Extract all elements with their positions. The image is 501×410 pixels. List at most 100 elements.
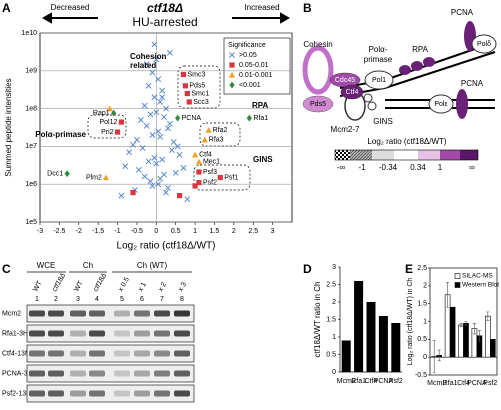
increase-arrow bbox=[232, 12, 291, 24]
legend-marker bbox=[229, 62, 235, 68]
group-annotation: related bbox=[130, 61, 156, 70]
x-tick-label: Ctf4 bbox=[457, 380, 470, 387]
diagram-label: Mcm2-7 bbox=[331, 125, 360, 134]
point bbox=[159, 87, 166, 94]
x-tick-label: 0 bbox=[154, 228, 158, 235]
blot-strip bbox=[26, 384, 195, 403]
blot-band bbox=[174, 350, 190, 357]
y-tick-label: 2 bbox=[423, 283, 427, 290]
point bbox=[217, 174, 223, 181]
blot-band bbox=[89, 370, 105, 377]
group-annotation: GINS bbox=[253, 155, 273, 164]
point bbox=[153, 56, 160, 63]
point bbox=[106, 105, 113, 112]
point bbox=[143, 61, 150, 68]
point-label: Rap1 bbox=[93, 110, 110, 117]
point bbox=[155, 76, 162, 83]
blot-band bbox=[89, 350, 105, 357]
point bbox=[130, 141, 136, 148]
point bbox=[246, 114, 252, 122]
y-tick-label: 1e10 bbox=[21, 30, 37, 37]
diagram-label: RPA bbox=[412, 45, 429, 54]
x-tick-label: Mcm2 bbox=[337, 378, 356, 385]
group-box bbox=[87, 114, 127, 139]
point bbox=[122, 163, 129, 170]
bar bbox=[366, 302, 376, 372]
blot-band bbox=[89, 390, 105, 397]
point bbox=[141, 102, 148, 109]
x-tick-label: Psf2 bbox=[389, 378, 403, 385]
blot-band bbox=[114, 390, 130, 397]
diagram-label: Polα- bbox=[369, 45, 388, 54]
point bbox=[166, 49, 173, 56]
point bbox=[149, 132, 156, 138]
y-tick-label: 1.5 bbox=[417, 301, 427, 308]
bar bbox=[489, 339, 496, 358]
point bbox=[182, 83, 188, 89]
point bbox=[175, 114, 181, 122]
x-tick-label: Mcm2 bbox=[427, 380, 446, 387]
blot-band bbox=[154, 310, 170, 317]
point bbox=[180, 71, 187, 78]
panel-letter: D bbox=[303, 262, 312, 276]
lane-number: 6 bbox=[140, 296, 144, 303]
point-label: Scc3 bbox=[193, 99, 209, 106]
lane-label: ctf18Δ bbox=[92, 272, 108, 293]
y-tick-label: -0.5 bbox=[415, 372, 427, 379]
point bbox=[102, 174, 110, 181]
bar bbox=[449, 306, 456, 358]
point bbox=[205, 126, 212, 133]
chart-subtitle: HU-arrested bbox=[132, 15, 197, 29]
scale-label: ∞ bbox=[469, 163, 475, 172]
legend-box bbox=[223, 37, 291, 95]
chart-title: ctf18Δ bbox=[147, 1, 183, 15]
legend-marker bbox=[229, 81, 235, 89]
blot-band bbox=[48, 370, 64, 377]
point bbox=[174, 143, 181, 150]
lane-number: 2 bbox=[54, 296, 58, 303]
diagram-label: Polε bbox=[434, 101, 447, 108]
y-axis-label: Summed peptide intensities bbox=[4, 78, 13, 176]
lane-label: x 0.5 bbox=[117, 276, 131, 293]
bar bbox=[341, 340, 351, 372]
y-tick-label: 0 bbox=[423, 354, 427, 361]
x-tick-label: -0.5 bbox=[131, 228, 143, 235]
blot-strip bbox=[26, 304, 195, 323]
legend-marker bbox=[229, 52, 235, 58]
x-tick-label: 2 bbox=[232, 228, 236, 235]
legend-label: 0.01-0.001 bbox=[239, 72, 273, 79]
lane-number: 4 bbox=[95, 296, 99, 303]
point bbox=[126, 149, 133, 156]
point bbox=[195, 158, 203, 165]
lane-label: x 1 bbox=[137, 281, 148, 293]
point bbox=[165, 125, 171, 132]
blot-band bbox=[29, 370, 45, 377]
legend-swatch bbox=[454, 273, 461, 279]
panel-letter: B bbox=[303, 1, 312, 15]
point bbox=[186, 99, 192, 105]
x-tick-label: 0.5 bbox=[171, 228, 181, 235]
point bbox=[176, 192, 183, 199]
arrow-label: Decreased bbox=[51, 3, 90, 12]
legend-label: >0.05 bbox=[239, 52, 257, 59]
point-label: Psf2 bbox=[203, 179, 217, 186]
point-label: PCNA bbox=[182, 115, 202, 122]
error-bar bbox=[464, 321, 468, 326]
group-box bbox=[199, 122, 241, 147]
point bbox=[153, 109, 160, 116]
blot-header: WCE bbox=[37, 261, 56, 270]
y-axis-label: ctf18Δ/WT ratio in Ch bbox=[313, 282, 322, 358]
y-tick-label: 0.5 bbox=[417, 336, 427, 343]
point-label: Dcc1 bbox=[47, 171, 63, 178]
blot-band bbox=[114, 370, 130, 377]
scale-label: -∞ bbox=[337, 163, 346, 172]
group-annotation: RPA bbox=[252, 101, 269, 110]
point-label: Ctf4 bbox=[199, 152, 212, 159]
point bbox=[153, 160, 160, 167]
diagram-label: Cohesin bbox=[303, 40, 332, 49]
lane-label: WT bbox=[32, 279, 44, 293]
point-label: Pds5 bbox=[189, 83, 205, 90]
error-bar bbox=[446, 281, 450, 308]
error-bar bbox=[486, 311, 490, 321]
point-label: Psf1 bbox=[224, 174, 238, 181]
